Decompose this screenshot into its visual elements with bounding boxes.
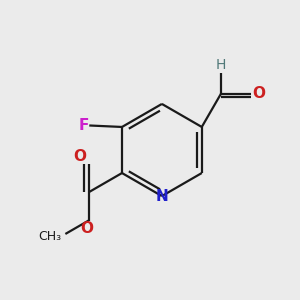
Text: H: H [216, 58, 226, 72]
Text: N: N [155, 189, 168, 204]
Text: O: O [252, 86, 265, 101]
Text: CH₃: CH₃ [39, 230, 62, 243]
Text: O: O [80, 221, 94, 236]
Text: O: O [73, 149, 86, 164]
Text: F: F [79, 118, 89, 133]
